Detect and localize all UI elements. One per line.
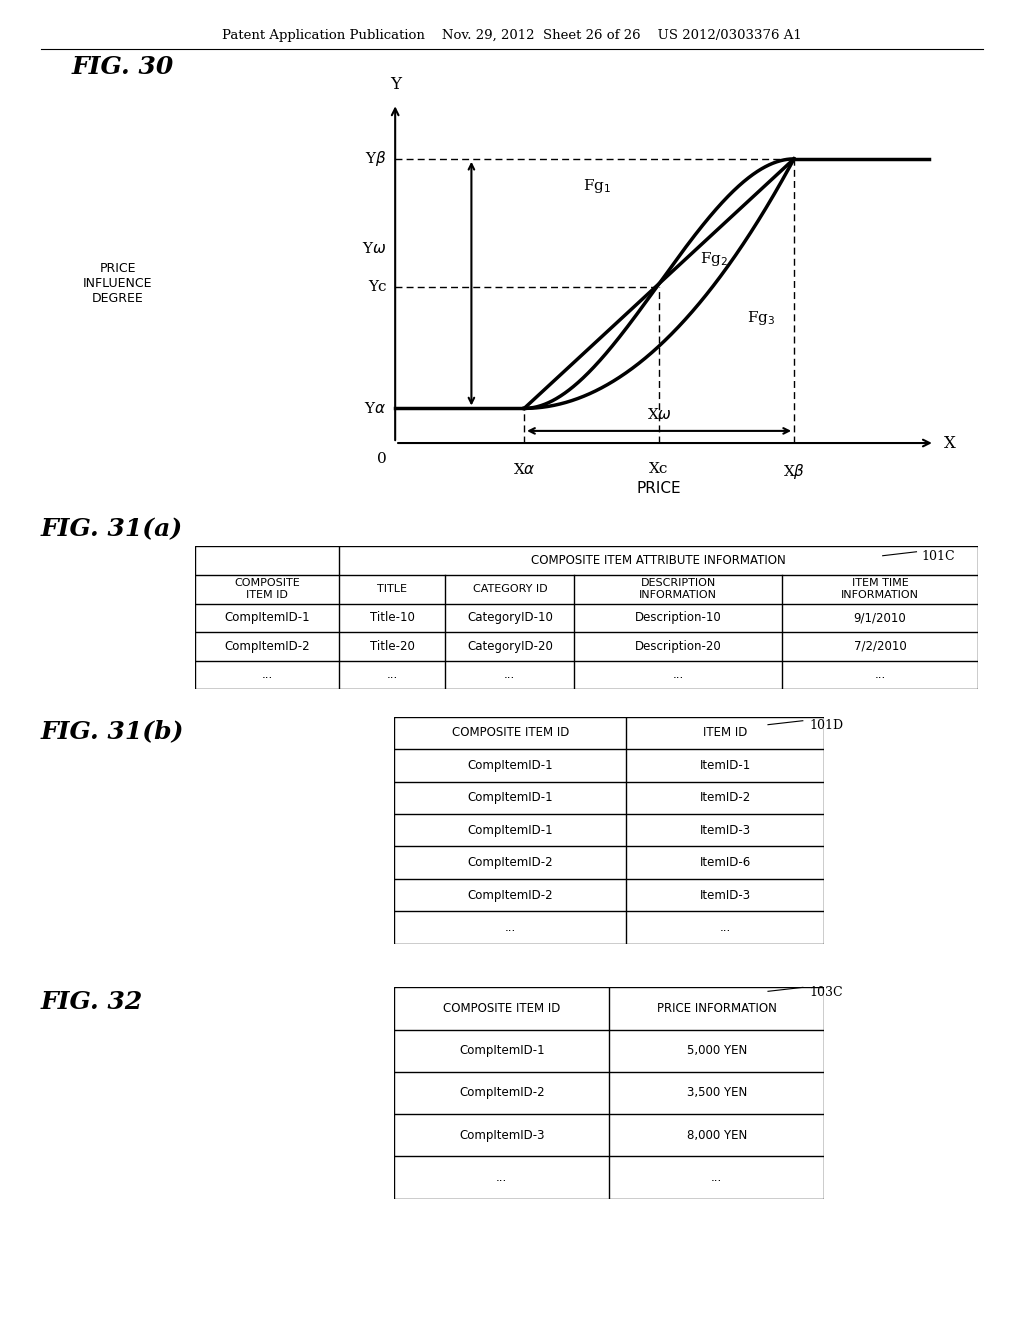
Text: Y: Y xyxy=(390,77,400,92)
Text: ItemID-6: ItemID-6 xyxy=(699,857,751,869)
Text: Fg$_3$: Fg$_3$ xyxy=(748,309,775,327)
Text: FIG. 31(b): FIG. 31(b) xyxy=(41,719,184,743)
Text: X$\alpha$: X$\alpha$ xyxy=(513,462,536,477)
Text: FIG. 32: FIG. 32 xyxy=(41,990,143,1014)
Text: PRICE
INFLUENCE
DEGREE: PRICE INFLUENCE DEGREE xyxy=(83,263,153,305)
Text: ...: ... xyxy=(504,668,515,681)
Text: Title-10: Title-10 xyxy=(370,611,415,624)
Text: ItemID-1: ItemID-1 xyxy=(699,759,751,772)
Text: Y$\omega$: Y$\omega$ xyxy=(361,242,386,256)
Text: CompItemID-1: CompItemID-1 xyxy=(468,759,553,772)
Text: TITLE: TITLE xyxy=(378,585,408,594)
Text: CategoryID-10: CategoryID-10 xyxy=(467,611,553,624)
Text: 5,000 YEN: 5,000 YEN xyxy=(687,1044,746,1057)
Text: ITEM ID: ITEM ID xyxy=(703,726,748,739)
Text: ItemID-2: ItemID-2 xyxy=(699,792,751,804)
Text: DESCRIPTION
INFORMATION: DESCRIPTION INFORMATION xyxy=(639,578,717,601)
Text: Description-20: Description-20 xyxy=(635,640,722,653)
Text: Fg$_1$: Fg$_1$ xyxy=(583,177,611,195)
Text: 3,500 YEN: 3,500 YEN xyxy=(687,1086,746,1100)
Text: PRICE INFORMATION: PRICE INFORMATION xyxy=(656,1002,777,1015)
Text: COMPOSITE ITEM ID: COMPOSITE ITEM ID xyxy=(443,1002,560,1015)
Text: CompItemID-2: CompItemID-2 xyxy=(459,1086,545,1100)
Text: ...: ... xyxy=(387,668,398,681)
Text: Y$\beta$: Y$\beta$ xyxy=(365,149,386,169)
Text: COMPOSITE
ITEM ID: COMPOSITE ITEM ID xyxy=(234,578,300,601)
Text: COMPOSITE ITEM ID: COMPOSITE ITEM ID xyxy=(452,726,569,739)
Text: ITEM TIME
INFORMATION: ITEM TIME INFORMATION xyxy=(841,578,919,601)
Text: Title-20: Title-20 xyxy=(370,640,415,653)
Text: Description-10: Description-10 xyxy=(635,611,722,624)
Text: CompItemID-1: CompItemID-1 xyxy=(468,792,553,804)
Text: CompItemID-1: CompItemID-1 xyxy=(468,824,553,837)
Text: ...: ... xyxy=(497,1171,507,1184)
Text: 103C: 103C xyxy=(809,986,843,999)
Text: CompItemID-2: CompItemID-2 xyxy=(468,888,553,902)
Text: 7/2/2010: 7/2/2010 xyxy=(854,640,906,653)
Text: CompItemID-1: CompItemID-1 xyxy=(224,611,310,624)
Text: CompItemID-2: CompItemID-2 xyxy=(468,857,553,869)
Text: 0: 0 xyxy=(377,451,386,466)
Text: ...: ... xyxy=(712,1171,722,1184)
Text: FIG. 31(a): FIG. 31(a) xyxy=(41,517,183,541)
Text: ItemID-3: ItemID-3 xyxy=(699,888,751,902)
Text: Patent Application Publication    Nov. 29, 2012  Sheet 26 of 26    US 2012/03033: Patent Application Publication Nov. 29, … xyxy=(222,29,802,42)
Text: CompItemID-2: CompItemID-2 xyxy=(224,640,310,653)
Text: CompItemID-3: CompItemID-3 xyxy=(459,1129,545,1142)
Text: Yc: Yc xyxy=(368,280,386,294)
Text: ...: ... xyxy=(261,668,272,681)
Text: ...: ... xyxy=(505,921,516,935)
Text: ...: ... xyxy=(720,921,731,935)
Text: X: X xyxy=(943,434,955,451)
Text: 9/1/2010: 9/1/2010 xyxy=(854,611,906,624)
Text: ...: ... xyxy=(673,668,684,681)
Text: COMPOSITE ITEM ATTRIBUTE INFORMATION: COMPOSITE ITEM ATTRIBUTE INFORMATION xyxy=(531,554,786,568)
Text: Y$\alpha$: Y$\alpha$ xyxy=(365,401,386,416)
Text: CategoryID-20: CategoryID-20 xyxy=(467,640,553,653)
Text: PRICE: PRICE xyxy=(637,480,681,496)
Text: X$\omega$: X$\omega$ xyxy=(646,408,672,422)
Text: ItemID-3: ItemID-3 xyxy=(699,824,751,837)
Text: 101C: 101C xyxy=(922,550,955,564)
Text: Fg$_2$: Fg$_2$ xyxy=(700,249,728,268)
Text: FIG. 30: FIG. 30 xyxy=(72,55,174,79)
Text: CATEGORY ID: CATEGORY ID xyxy=(472,585,547,594)
Text: Xc: Xc xyxy=(649,462,669,477)
Text: CompItemID-1: CompItemID-1 xyxy=(459,1044,545,1057)
Text: 101D: 101D xyxy=(809,719,843,733)
Text: ...: ... xyxy=(874,668,886,681)
Text: X$\beta$: X$\beta$ xyxy=(783,462,805,480)
Text: 8,000 YEN: 8,000 YEN xyxy=(687,1129,746,1142)
